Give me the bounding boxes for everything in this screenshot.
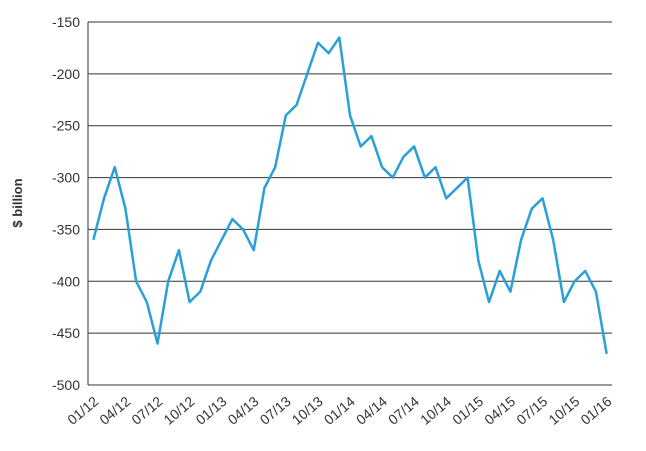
y-tick-label: -250 — [52, 118, 80, 134]
x-tick-label: 04/14 — [353, 393, 390, 428]
x-tick-label: 10/15 — [545, 393, 582, 428]
y-tick-label: -300 — [52, 170, 80, 186]
x-tick-label: 07/15 — [513, 393, 550, 428]
x-tick-label: 01/16 — [577, 393, 614, 428]
x-tick-label: 10/14 — [417, 393, 454, 428]
y-tick-label: -200 — [52, 66, 80, 82]
x-tick-label: 01/14 — [321, 393, 358, 428]
y-tick-label: -350 — [52, 221, 80, 237]
y-tick-label: -400 — [52, 273, 80, 289]
x-tick-label: 10/12 — [160, 393, 197, 428]
y-tick-label: -150 — [52, 14, 80, 30]
x-tick-label: 01/12 — [64, 393, 101, 428]
x-tick-label: 04/12 — [96, 393, 133, 428]
x-tick-label: 04/15 — [481, 393, 518, 428]
x-tick-label: 04/13 — [225, 393, 262, 428]
y-tick-label: -450 — [52, 325, 80, 341]
x-tick-label: 07/14 — [385, 393, 422, 428]
data-line — [92, 36, 608, 355]
y-axis-label: $ billion — [10, 178, 25, 227]
x-tick-label: 10/13 — [289, 393, 326, 428]
y-tick-label: -500 — [52, 377, 80, 393]
x-tick-label: 01/15 — [449, 393, 486, 428]
x-tick-label: 07/13 — [257, 393, 294, 428]
x-tick-label: 01/13 — [192, 393, 229, 428]
x-tick-label: 07/12 — [128, 393, 165, 428]
